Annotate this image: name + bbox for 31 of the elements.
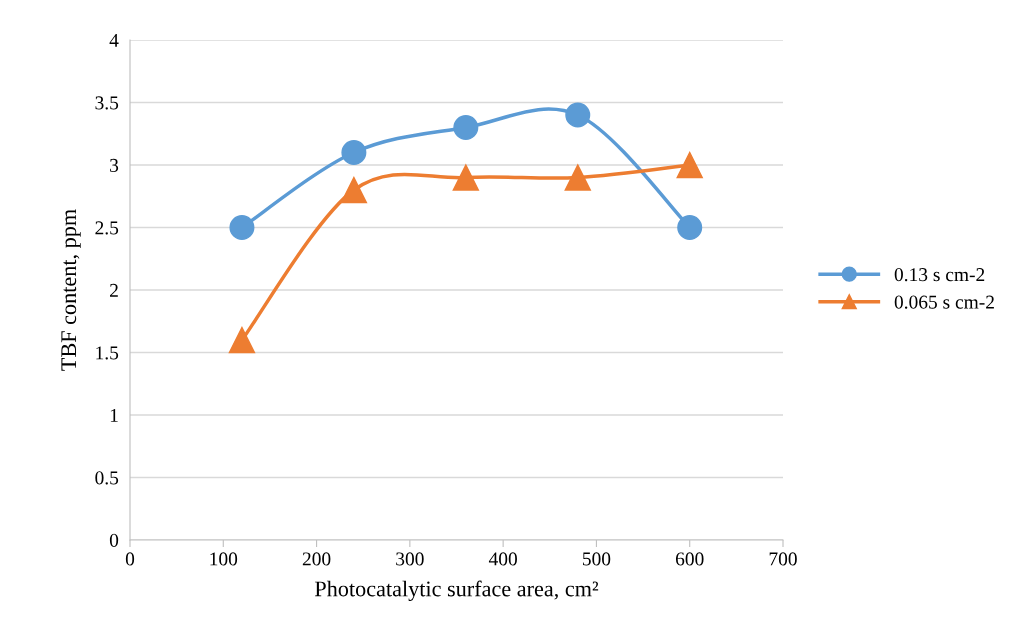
y-tick-label: 4	[109, 33, 119, 47]
x-tick-label: 500	[582, 552, 611, 566]
point	[340, 176, 368, 204]
y-tick-label: 3	[110, 158, 119, 172]
point	[452, 164, 480, 191]
x-tick-label: 0	[125, 552, 135, 566]
y-tick-label: 0.5	[95, 471, 119, 485]
point	[565, 102, 591, 128]
legend-label: 0.13 s cm-2	[894, 268, 985, 282]
point	[228, 326, 256, 354]
y-axis-title: TBF content, ppm	[61, 209, 81, 371]
x-tick-label: 700	[769, 552, 797, 566]
point	[676, 151, 703, 179]
x-tick-label: 600	[675, 552, 704, 566]
x-tick-label: 400	[488, 552, 517, 566]
point	[341, 139, 367, 166]
y-tick-label: 3.5	[95, 96, 119, 110]
y-tick-label: 1	[110, 408, 118, 422]
x-tick-label: 300	[396, 552, 424, 566]
point	[564, 164, 591, 191]
y-tick-label: 1.5	[96, 346, 119, 360]
point	[677, 214, 703, 241]
x-tick-label: 200	[302, 552, 331, 566]
y-tick-label: 0	[109, 533, 119, 547]
x-axis-title: Photocatalytic surface area, cm²	[314, 580, 599, 601]
point	[453, 114, 479, 141]
y-tick-label: 2.5	[95, 221, 119, 235]
y-tick-label: 2	[110, 283, 118, 297]
x-tick-label: 100	[210, 552, 238, 566]
point	[229, 214, 255, 241]
legend-label: 0.065 s cm-2	[894, 295, 994, 309]
